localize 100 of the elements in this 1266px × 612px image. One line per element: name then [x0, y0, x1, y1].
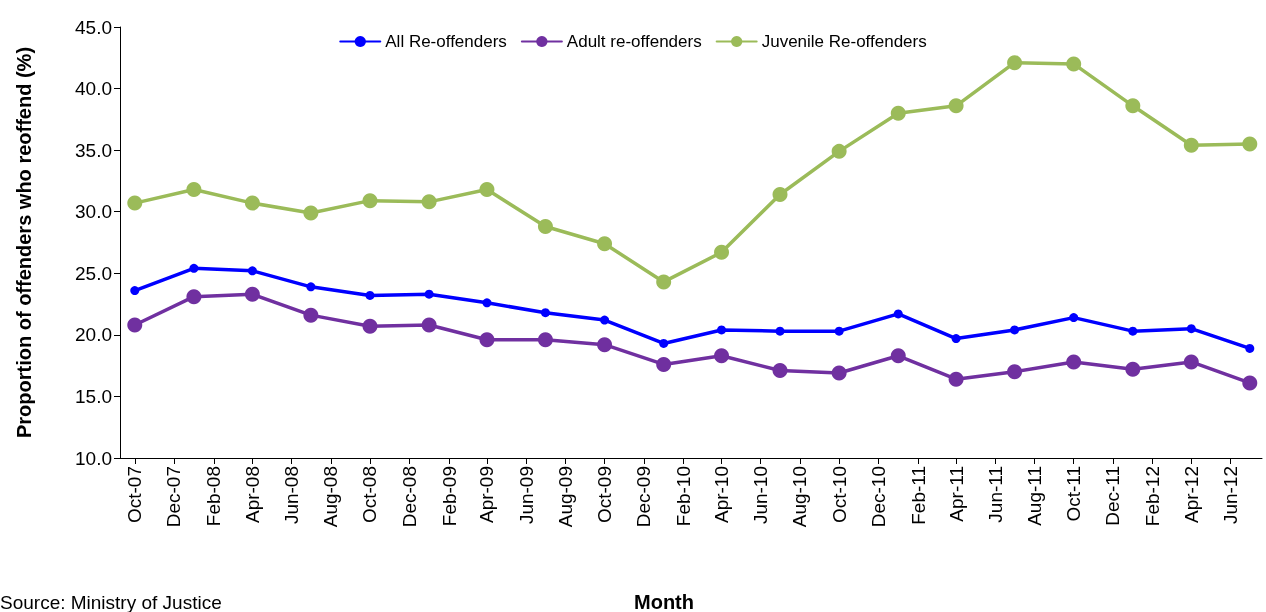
x-tick-label: Dec-08: [398, 466, 420, 528]
point: [890, 348, 906, 364]
point: [1245, 343, 1255, 353]
point: [893, 309, 903, 319]
x-axis-title: Month: [634, 591, 694, 612]
point: [656, 356, 672, 372]
x-tick-label: Jun-12: [1220, 466, 1242, 525]
y-tick-label: 15.0: [75, 385, 112, 407]
x-tick-label: Dec-10: [867, 466, 889, 528]
y-tick-label: 40.0: [75, 78, 112, 100]
point: [775, 326, 785, 336]
point: [306, 282, 316, 292]
point: [303, 307, 319, 323]
x-tick-label: Jun-09: [515, 466, 537, 525]
y-tick-label: 10.0: [75, 447, 112, 469]
point: [1007, 364, 1023, 380]
point: [424, 289, 434, 299]
point: [659, 338, 669, 348]
point: [421, 194, 437, 210]
x-tick-label: Apr-08: [241, 466, 263, 524]
x-tick-label: Jun-08: [281, 466, 303, 525]
x-tick-label: Jun-11: [984, 466, 1006, 523]
x-tick-label: Feb-11: [907, 466, 929, 525]
x-tick-label: Feb-08: [203, 466, 225, 527]
point: [365, 290, 375, 300]
point: [714, 348, 730, 364]
x-tick-label: Dec-07: [163, 466, 185, 528]
x-tick-label: Feb-10: [673, 466, 695, 527]
point: [834, 326, 844, 336]
point: [1183, 137, 1199, 153]
x-tick-label: Feb-12: [1142, 466, 1164, 527]
point: [951, 334, 961, 344]
x-tick-label: Oct-07: [124, 466, 146, 524]
point: [1183, 354, 1199, 370]
point: [244, 286, 260, 302]
y-tick-label: 45.0: [75, 16, 112, 38]
legend-label: All Re-offenders: [385, 32, 507, 51]
legend-label: Juvenile Re-offenders: [761, 32, 927, 51]
point: [831, 365, 847, 381]
point: [537, 218, 553, 234]
point: [1125, 361, 1141, 377]
point: [247, 266, 257, 276]
x-tick-label: Apr-09: [476, 466, 498, 524]
point: [597, 236, 613, 252]
point: [948, 98, 964, 114]
point: [1010, 325, 1020, 335]
point: [1066, 354, 1082, 370]
point: [186, 182, 202, 198]
point: [772, 186, 788, 202]
point: [189, 263, 199, 273]
point: [244, 195, 260, 211]
point: [540, 308, 550, 318]
point: [479, 182, 495, 198]
point: [714, 244, 730, 260]
point: [362, 318, 378, 334]
point: [1007, 55, 1023, 71]
point: [127, 317, 143, 333]
point: [130, 286, 140, 296]
point: [186, 289, 202, 305]
point: [479, 332, 495, 348]
point: [597, 337, 613, 353]
point: [482, 298, 492, 308]
x-tick-label: Feb-09: [438, 466, 460, 527]
legend-label: Adult re-offenders: [566, 32, 702, 51]
point: [1069, 313, 1079, 323]
y-tick-label: 35.0: [75, 139, 112, 161]
point: [127, 195, 143, 211]
point: [831, 143, 847, 159]
point: [303, 205, 319, 221]
x-tick-label: Oct-09: [594, 466, 616, 524]
x-tick-label: Apr-11: [945, 466, 967, 522]
y-tick-label: 30.0: [75, 201, 112, 223]
point: [1125, 98, 1141, 114]
point: [1128, 326, 1138, 336]
x-tick-label: Oct-08: [359, 466, 381, 524]
x-tick-label: Oct-11: [1063, 466, 1085, 522]
point: [362, 193, 378, 209]
point: [600, 315, 610, 325]
x-tick-label: Dec-09: [633, 466, 655, 528]
x-tick-label: Dec-11: [1102, 466, 1124, 526]
point: [772, 363, 788, 379]
point: [1242, 375, 1258, 391]
x-tick-label: Jun-10: [750, 466, 772, 525]
y-axis-title: Proportion of offenders who reoffend (%): [13, 46, 35, 439]
point: [890, 105, 906, 121]
point: [537, 332, 553, 348]
x-tick-label: Aug-09: [554, 466, 576, 528]
x-tick-label: Oct-10: [828, 466, 850, 524]
x-tick-label: Aug-08: [320, 466, 342, 528]
point: [1186, 324, 1196, 334]
x-tick-label: Apr-10: [711, 466, 733, 524]
point: [717, 325, 727, 335]
x-tick-label: Apr-12: [1180, 466, 1202, 524]
x-tick-label: Aug-10: [789, 466, 811, 528]
y-tick-label: 20.0: [75, 324, 112, 346]
y-tick-label: 25.0: [75, 262, 112, 284]
x-tick-label: Aug-11: [1024, 466, 1045, 526]
point: [421, 317, 437, 333]
point: [1242, 136, 1258, 152]
point: [656, 274, 672, 290]
